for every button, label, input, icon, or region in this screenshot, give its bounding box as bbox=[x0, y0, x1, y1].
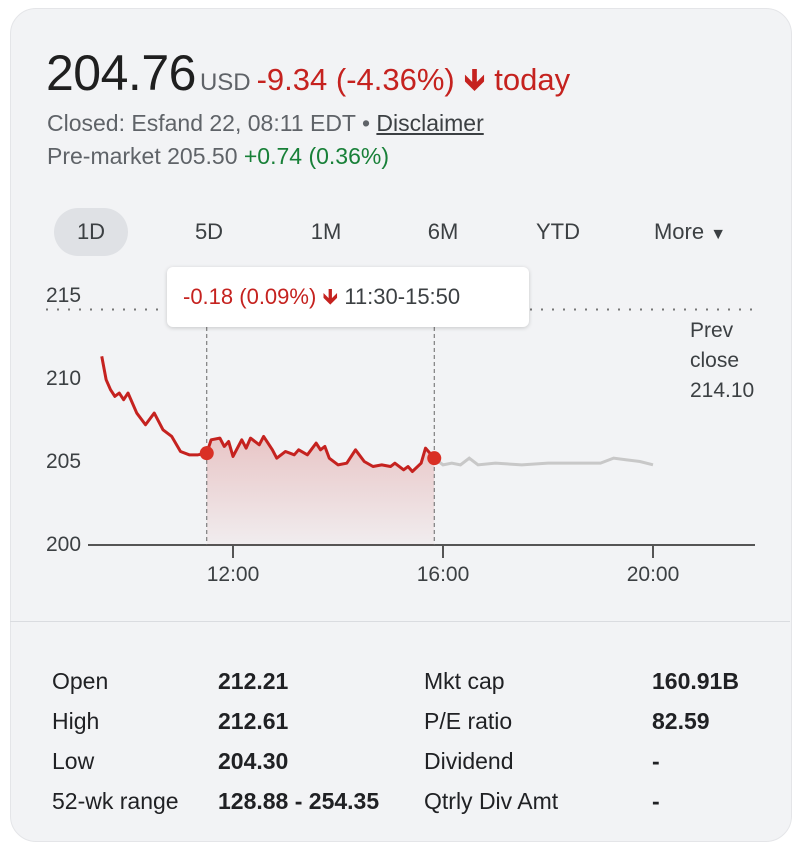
tab-5d[interactable]: 5D bbox=[172, 208, 246, 256]
tooltip-range: 11:30-15:50 bbox=[344, 284, 461, 309]
tab-label: More bbox=[653, 219, 705, 244]
selection-area bbox=[206, 436, 435, 545]
tab-label: 5D bbox=[194, 219, 224, 244]
caret-down-icon: ▼ bbox=[710, 226, 727, 243]
stat-label: Qtrly Div Amt bbox=[424, 788, 559, 814]
divider bbox=[10, 621, 790, 622]
change-value: -9.34 (-4.36%) bbox=[256, 62, 455, 97]
stat-value: - bbox=[652, 748, 660, 774]
stat-value: 128.88 - 254.35 bbox=[218, 788, 380, 814]
premarket-price: Pre-market 205.50 bbox=[47, 143, 238, 169]
y-tick-label: 215 bbox=[46, 284, 82, 307]
tab-1m[interactable]: 1M bbox=[289, 208, 363, 256]
stat-label: P/E ratio bbox=[424, 708, 513, 734]
stat-value: 212.21 bbox=[218, 668, 289, 694]
market-status: Closed: Esfand 22, 08:11 EDT • Disclaime… bbox=[47, 110, 484, 137]
range-tabs: 1D 5D 1M 6M YTD More ▼ bbox=[54, 208, 754, 256]
prev-label: Prev bbox=[690, 319, 734, 342]
tab-1d[interactable]: 1D bbox=[54, 208, 128, 256]
tab-label: YTD bbox=[536, 219, 580, 244]
quote-header: 204.76 USD -9.34 (-4.36%) 🡻 today bbox=[46, 44, 570, 110]
x-tick-label: 16:00 bbox=[416, 563, 470, 586]
stock-card bbox=[10, 8, 792, 842]
stat-label: Low bbox=[52, 748, 95, 774]
selection-marker bbox=[199, 446, 214, 461]
after-hours-line bbox=[433, 456, 654, 467]
tab-label: 1M bbox=[310, 219, 342, 244]
stat-label: Mkt cap bbox=[424, 668, 505, 694]
current-price: 204.76 bbox=[46, 45, 196, 101]
stat-label: Open bbox=[52, 668, 109, 694]
x-tick-label: 12:00 bbox=[206, 563, 260, 586]
price-chart[interactable] bbox=[0, 0, 800, 620]
premarket: Pre-market 205.50 +0.74 (0.36%) bbox=[47, 143, 389, 170]
tab-label: 6M bbox=[427, 219, 459, 244]
status-text: Closed: Esfand 22, 08:11 EDT bbox=[47, 110, 356, 136]
change-period: today bbox=[494, 62, 571, 97]
x-tick-label: 20:00 bbox=[626, 563, 680, 586]
y-tick-label: 210 bbox=[46, 367, 82, 390]
close-label: close bbox=[690, 349, 740, 372]
tooltip-change: -0.18 (0.09%) bbox=[183, 284, 317, 309]
stat-value: 160.91B bbox=[652, 668, 739, 694]
tab-ytd[interactable]: YTD bbox=[521, 208, 595, 256]
arrow-down-icon: 🡻 bbox=[463, 62, 486, 97]
selection-tooltip: -0.18 (0.09%) 🡻 11:30-15:50 bbox=[167, 267, 529, 327]
stat-label: High bbox=[52, 708, 100, 734]
stat-label: Dividend bbox=[424, 748, 514, 774]
tab-6m[interactable]: 6M bbox=[406, 208, 480, 256]
y-tick-label: 205 bbox=[46, 450, 82, 473]
stat-label: 52-wk range bbox=[52, 788, 179, 814]
arrow-down-icon: 🡻 bbox=[322, 284, 339, 309]
stat-value: - bbox=[652, 788, 660, 814]
price-line bbox=[100, 356, 436, 474]
disclaimer-link[interactable]: Disclaimer bbox=[376, 110, 484, 136]
separator: • bbox=[361, 110, 371, 136]
tab-more[interactable]: More ▼ bbox=[634, 208, 746, 256]
selection-marker bbox=[427, 451, 442, 466]
tab-label: 1D bbox=[76, 219, 106, 244]
currency: USD bbox=[199, 69, 251, 96]
stat-value: 82.59 bbox=[652, 708, 710, 734]
stat-value: 204.30 bbox=[218, 748, 289, 774]
y-tick-label: 200 bbox=[46, 533, 82, 556]
prev-close-value: 214.10 bbox=[690, 379, 755, 402]
prev-close-label: Prev close 214.10 bbox=[690, 316, 754, 406]
stat-value: 212.61 bbox=[218, 708, 289, 734]
price-change: -9.34 (-4.36%) 🡻 today bbox=[257, 62, 571, 97]
premarket-change: +0.74 (0.36%) bbox=[243, 143, 389, 169]
